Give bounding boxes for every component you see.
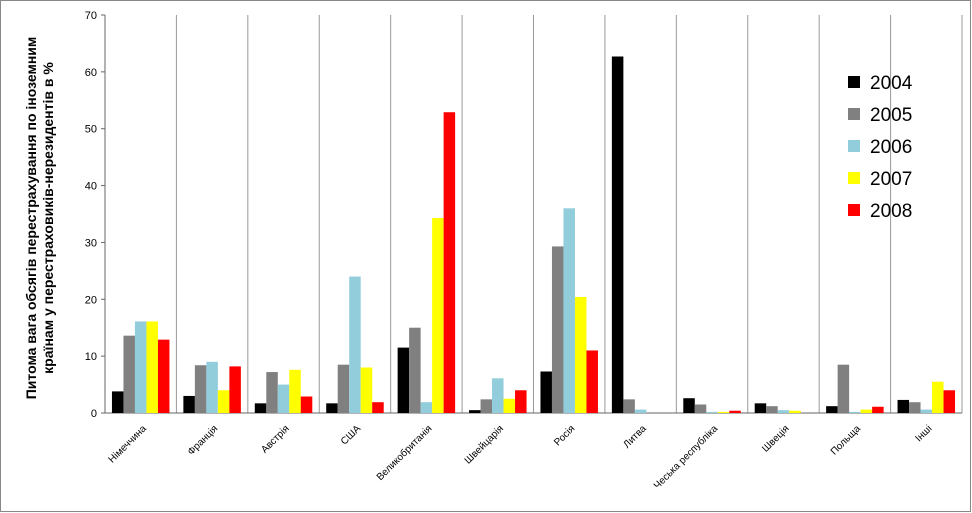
bar — [611, 56, 624, 414]
bar — [229, 366, 241, 413]
bar — [683, 398, 695, 413]
bar — [943, 390, 956, 413]
legend-swatch — [848, 204, 860, 216]
bar — [420, 402, 433, 413]
bar — [717, 411, 730, 413]
y-axis-label: країнам у перестраховиків-нерезидентів в… — [40, 62, 56, 374]
bar — [443, 112, 456, 414]
bar — [111, 391, 124, 413]
bar — [920, 409, 933, 413]
bar — [777, 410, 790, 413]
bar — [349, 276, 361, 413]
bar — [789, 410, 801, 413]
bar — [134, 321, 147, 413]
bar — [754, 403, 767, 413]
legend-label: 2006 — [870, 137, 912, 158]
bar — [480, 399, 493, 413]
bar — [826, 406, 838, 413]
bar — [277, 384, 290, 413]
y-tick-label: 10 — [85, 351, 97, 363]
bar — [266, 372, 278, 413]
y-tick-label: 20 — [85, 294, 97, 306]
bar — [360, 367, 373, 413]
bar — [326, 403, 338, 413]
bar — [932, 381, 944, 413]
bar — [300, 396, 313, 413]
bar — [729, 410, 741, 413]
legend-swatch — [848, 140, 860, 152]
bar — [157, 339, 170, 413]
bar — [515, 390, 527, 413]
bar — [372, 402, 384, 413]
bar — [337, 364, 350, 413]
bar — [872, 406, 884, 413]
legend-swatch — [848, 76, 860, 88]
y-tick-label: 40 — [85, 181, 97, 193]
bar — [551, 246, 564, 413]
bar — [469, 410, 481, 413]
bar — [397, 347, 410, 413]
bar — [432, 217, 444, 413]
bar — [503, 398, 516, 413]
bar — [706, 411, 718, 413]
y-tick-label: 30 — [85, 237, 97, 249]
bar — [183, 395, 195, 413]
bar — [540, 371, 552, 413]
bar — [586, 350, 598, 413]
bar — [206, 361, 218, 413]
bar — [492, 378, 504, 413]
bar — [409, 327, 421, 413]
legend-swatch — [848, 172, 860, 184]
bar — [146, 321, 158, 413]
bar — [837, 364, 850, 413]
y-axis-label: Питома вага обсягів перестрахування по і… — [23, 37, 39, 400]
legend-label: 2008 — [870, 201, 912, 222]
bar — [897, 399, 910, 413]
y-tick-label: 0 — [91, 408, 97, 420]
y-tick-label: 50 — [85, 124, 97, 136]
bar — [623, 399, 635, 413]
bar — [194, 365, 207, 413]
legend-label: 2004 — [870, 73, 913, 94]
bar — [563, 208, 575, 413]
bar — [634, 409, 647, 413]
y-tick-label: 60 — [85, 67, 97, 79]
bar — [849, 411, 861, 413]
legend-swatch — [848, 108, 860, 120]
bar — [574, 297, 587, 413]
bar — [217, 390, 230, 413]
bar — [860, 409, 873, 413]
bar — [694, 404, 707, 413]
bar — [909, 402, 921, 413]
bar — [766, 406, 778, 413]
legend-label: 2005 — [870, 105, 912, 126]
bar — [123, 335, 135, 413]
bar — [289, 369, 301, 413]
y-tick-label: 70 — [85, 10, 97, 22]
legend-label: 2007 — [870, 169, 912, 190]
bar — [254, 403, 267, 413]
